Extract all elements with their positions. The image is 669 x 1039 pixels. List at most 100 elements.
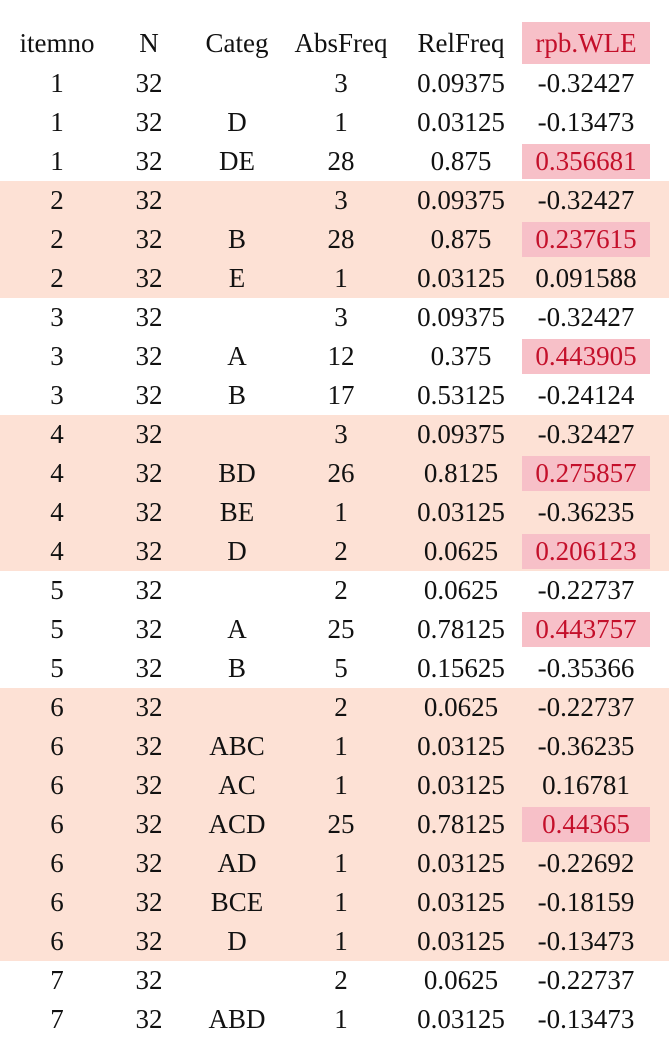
cell-categ: AC (218, 770, 256, 800)
table-row: 1 32 DE 28 0.875 0.356681 (0, 142, 669, 181)
header-itemno: itemno (19, 27, 95, 58)
cell-relfreq: 0.78125 (417, 809, 505, 839)
cell-rpb-wle: -0.32427 (537, 185, 635, 215)
cell-relfreq: 0.375 (430, 341, 492, 371)
cell-absfreq: 1 (334, 107, 348, 137)
cell-itemno: 6 (50, 692, 64, 722)
cell-absfreq: 12 (327, 341, 355, 371)
cell-categ: ABC (209, 731, 265, 761)
cell-absfreq: 1 (334, 926, 348, 956)
cell-rpb-wle: 0.443757 (522, 612, 650, 647)
table-row: 2 32 3 0.09375 -0.32427 (0, 181, 669, 220)
cell-itemno: 3 (50, 380, 64, 410)
cell-categ: E (228, 263, 246, 293)
cell-rpb-wle: 0.356681 (522, 144, 650, 179)
cell-rpb-wle: -0.22737 (537, 965, 635, 995)
table-row: 1 32 D 1 0.03125 -0.13473 (0, 103, 669, 142)
cell-rpb-wle: -0.22737 (537, 575, 635, 605)
table-row: 6 32 BCE 1 0.03125 -0.18159 (0, 883, 669, 922)
cell-itemno: 5 (50, 614, 64, 644)
cell-relfreq: 0.03125 (417, 770, 505, 800)
table-row: 2 32 E 1 0.03125 0.091588 (0, 259, 669, 298)
cell-n: 32 (135, 575, 163, 605)
table-row: 7 32 ABD 1 0.03125 -0.13473 (0, 1000, 669, 1039)
header-categ: Categ (205, 27, 269, 58)
cell-absfreq: 2 (334, 575, 348, 605)
cell-n: 32 (135, 497, 163, 527)
table-row: 7 32 2 0.0625 -0.22737 (0, 961, 669, 1000)
cell-n: 32 (135, 536, 163, 566)
table-row: 3 32 3 0.09375 -0.32427 (0, 298, 669, 337)
cell-absfreq: 3 (334, 302, 348, 332)
cell-categ (192, 181, 282, 220)
table-row: 4 32 BE 1 0.03125 -0.36235 (0, 493, 669, 532)
cell-itemno: 2 (50, 224, 64, 254)
table-row: 4 32 3 0.09375 -0.32427 (0, 415, 669, 454)
table-row: 2 32 B 28 0.875 0.237615 (0, 220, 669, 259)
cell-categ: BCE (210, 887, 264, 917)
table-row: 6 32 2 0.0625 -0.22737 (0, 688, 669, 727)
table-row: 4 32 BD 26 0.8125 0.275857 (0, 454, 669, 493)
cell-n: 32 (135, 458, 163, 488)
cell-absfreq: 1 (334, 731, 348, 761)
cell-n: 32 (135, 68, 163, 98)
table-row: 5 32 B 5 0.15625 -0.35366 (0, 649, 669, 688)
cell-relfreq: 0.53125 (417, 380, 505, 410)
cell-n: 32 (135, 848, 163, 878)
cell-rpb-wle: 0.275857 (522, 456, 650, 491)
cell-rpb-wle: 0.206123 (522, 534, 650, 569)
header-relfreq: RelFreq (417, 27, 505, 58)
cell-itemno: 7 (50, 1004, 64, 1034)
cell-absfreq: 28 (327, 146, 355, 176)
cell-absfreq: 5 (334, 653, 348, 683)
cell-itemno: 7 (50, 965, 64, 995)
cell-itemno: 3 (50, 341, 64, 371)
cell-rpb-wle: -0.22692 (537, 848, 635, 878)
cell-relfreq: 0.0625 (423, 536, 499, 566)
cell-absfreq: 1 (334, 770, 348, 800)
cell-itemno: 4 (50, 536, 64, 566)
cell-n: 32 (135, 926, 163, 956)
cell-itemno: 6 (50, 731, 64, 761)
cell-categ (192, 64, 282, 103)
cell-absfreq: 1 (334, 497, 348, 527)
cell-itemno: 2 (50, 263, 64, 293)
cell-relfreq: 0.15625 (417, 653, 505, 683)
table-header-row: itemno N Categ AbsFreq RelFreq rpb.WLE (0, 22, 669, 64)
header-n: N (139, 27, 159, 58)
cell-categ: BD (218, 458, 256, 488)
cell-itemno: 6 (50, 887, 64, 917)
cell-categ: B (227, 224, 246, 254)
cell-categ: A (227, 341, 247, 371)
cell-relfreq: 0.03125 (417, 263, 505, 293)
cell-relfreq: 0.0625 (423, 692, 499, 722)
cell-n: 32 (135, 887, 163, 917)
cell-n: 32 (135, 614, 163, 644)
cell-absfreq: 17 (327, 380, 355, 410)
cell-categ: D (227, 926, 247, 956)
cell-relfreq: 0.8125 (423, 458, 499, 488)
table-row: 1 32 3 0.09375 -0.32427 (0, 64, 669, 103)
cell-categ: D (227, 107, 247, 137)
cell-absfreq: 26 (327, 458, 355, 488)
cell-rpb-wle: -0.32427 (537, 419, 635, 449)
cell-relfreq: 0.09375 (417, 302, 505, 332)
cell-n: 32 (135, 1004, 163, 1034)
cell-absfreq: 3 (334, 419, 348, 449)
cell-absfreq: 2 (334, 965, 348, 995)
cell-itemno: 5 (50, 653, 64, 683)
cell-rpb-wle: 0.16781 (542, 770, 630, 800)
cell-categ: A (227, 614, 247, 644)
cell-categ (192, 415, 282, 454)
cell-n: 32 (135, 965, 163, 995)
table-row: 6 32 ABC 1 0.03125 -0.36235 (0, 727, 669, 766)
cell-rpb-wle: -0.24124 (537, 380, 635, 410)
table-row: 4 32 D 2 0.0625 0.206123 (0, 532, 669, 571)
cell-relfreq: 0.03125 (417, 887, 505, 917)
table-row: 6 32 AD 1 0.03125 -0.22692 (0, 844, 669, 883)
cell-categ: BE (219, 497, 255, 527)
table-row: 6 32 AC 1 0.03125 0.16781 (0, 766, 669, 805)
cell-n: 32 (135, 419, 163, 449)
table-row: 6 32 ACD 25 0.78125 0.44365 (0, 805, 669, 844)
